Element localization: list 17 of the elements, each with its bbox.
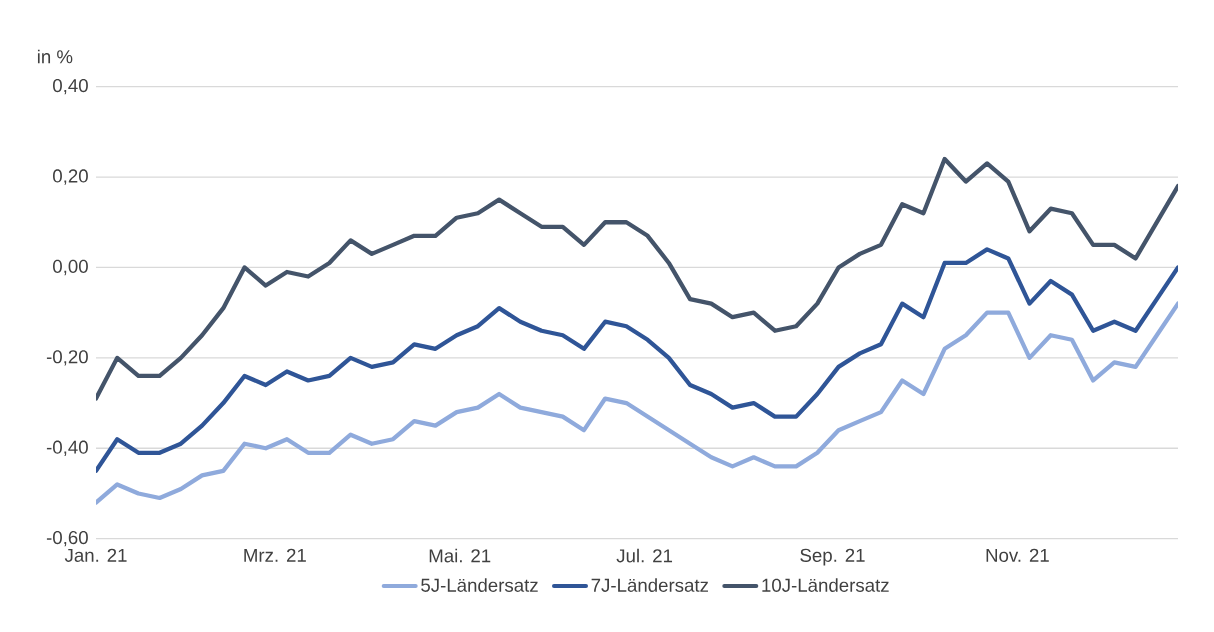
y-tick-label: -0,60 bbox=[46, 530, 88, 547]
legend-label: 10J-Ländersatz bbox=[762, 578, 889, 592]
y-tick-label: 0,00 bbox=[53, 259, 88, 276]
x-tick-label: Mai. 21 bbox=[429, 548, 491, 563]
y-tick-label: 0,40 bbox=[53, 78, 88, 95]
y-axis-title: in % bbox=[37, 49, 73, 64]
x-tick-label: Nov. 21 bbox=[986, 548, 1049, 562]
legend-label: 5J-Ländersatz bbox=[421, 578, 538, 592]
x-tick-label: Jan. 21 bbox=[64, 548, 127, 562]
legend-label: 7J-Ländersatz bbox=[591, 578, 709, 592]
x-tick-label: Mrz. 21 bbox=[244, 548, 306, 562]
y-tick-label: -0,20 bbox=[46, 350, 88, 366]
line-series bbox=[96, 247, 1179, 473]
y-tick-label: -0,40 bbox=[46, 440, 88, 456]
y-tick-label: 0,20 bbox=[53, 169, 88, 185]
x-tick-label: Sep. 21 bbox=[800, 548, 865, 566]
x-tick-label: Jul. 21 bbox=[616, 548, 673, 563]
